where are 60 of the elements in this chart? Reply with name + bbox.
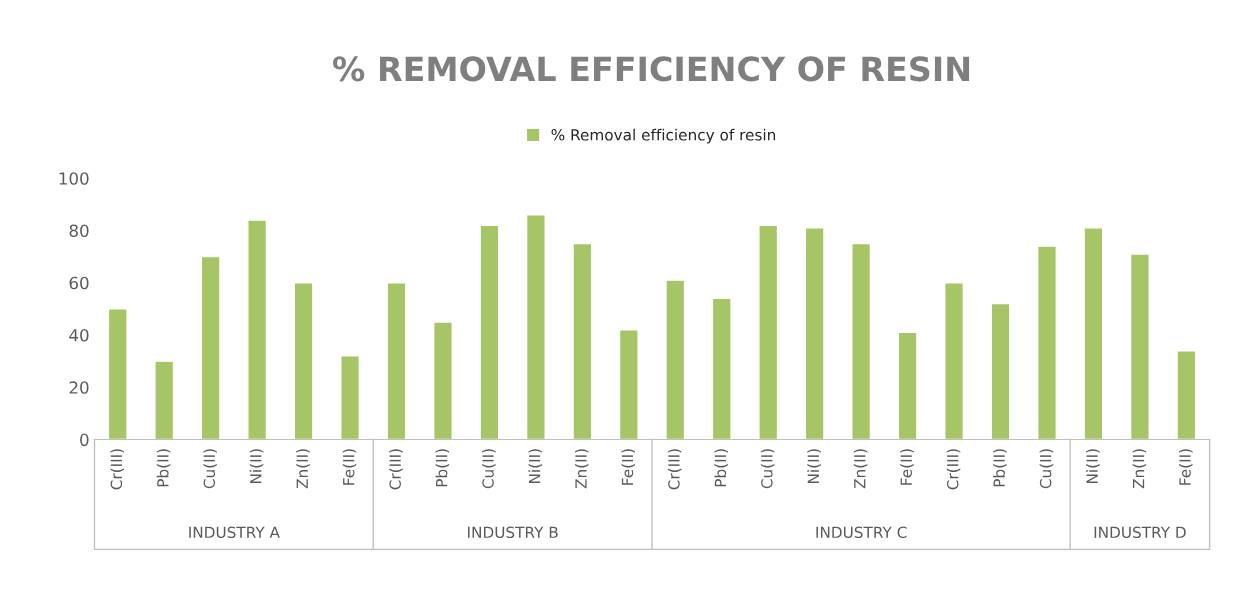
x-tick-label: Fe(II): [900, 449, 914, 485]
chart-title: % REMOVAL EFFICIENCY OF RESIN: [333, 56, 970, 82]
text: INDUSTRY A: [189, 526, 280, 539]
x-tick-label: Zn(II): [574, 449, 589, 489]
y-tick-label: 100: [59, 172, 89, 185]
bar: [665, 279, 686, 440]
x-tick-label: Cu(II): [203, 449, 217, 489]
bar: [107, 308, 128, 440]
bar: [340, 355, 361, 440]
x-tick-label: Cu(II): [760, 449, 775, 489]
x-tick-label: Ni(II): [1086, 449, 1100, 483]
x-tick-label: Cr(III): [946, 449, 961, 490]
x-tick-label: Ni(II): [807, 449, 821, 483]
x-tick-label: Cu(II): [1039, 449, 1054, 489]
x-tick-label: Ni(II): [528, 449, 543, 483]
text: INDUSTRY D: [1094, 526, 1186, 539]
x-tick-label: Pb(II): [435, 449, 450, 487]
x-tick-label: Fe(II): [621, 449, 636, 485]
y-tick-label: 80: [69, 224, 89, 238]
x-tick-label: Cu(II): [482, 449, 496, 489]
x-tick-label: Ni(II): [249, 449, 264, 483]
y-tick-label: 0: [80, 433, 89, 447]
bar: [479, 224, 500, 440]
bar: [1176, 350, 1197, 440]
bar: [572, 242, 593, 440]
bar: [944, 282, 965, 440]
x-tick-label: Cr(III): [667, 449, 682, 490]
bar: [386, 282, 407, 440]
x-tick-label: Fe(II): [342, 449, 357, 485]
bar: [1083, 227, 1104, 440]
x-tick-label: Fe(II): [1178, 449, 1193, 485]
x-tick-label: Zn(II): [853, 449, 868, 489]
x-tick-label: Cr(III): [110, 449, 124, 490]
bar: [1036, 245, 1057, 440]
bar: [293, 282, 314, 440]
bar: [1129, 253, 1150, 440]
bar: [200, 255, 221, 440]
bar: [247, 219, 268, 440]
bar: [432, 321, 453, 440]
bar: [525, 214, 546, 440]
bar: [804, 227, 825, 440]
bar: [758, 224, 779, 440]
bar: [897, 331, 918, 440]
x-tick-label: Pb(II): [714, 449, 728, 487]
y-tick-label: 40: [69, 328, 89, 342]
x-tick-label: Pb(II): [156, 449, 171, 487]
y-tick-label: 20: [69, 381, 89, 394]
legend-label: % Removal efficiency of resin: [551, 128, 776, 144]
bar: [618, 329, 639, 440]
text: INDUSTRY B: [468, 526, 558, 539]
bar: [711, 297, 732, 440]
bar: [851, 242, 872, 440]
x-tick-label: Zn(II): [296, 449, 310, 489]
y-tick-label: 60: [69, 276, 89, 290]
bar: [990, 302, 1011, 440]
bar: [154, 360, 175, 440]
text: INDUSTRY C: [816, 526, 907, 539]
x-tick-label: Cr(III): [389, 449, 403, 490]
x-tick-label: Pb(II): [993, 449, 1007, 487]
x-tick-label: Zn(II): [1132, 449, 1147, 489]
